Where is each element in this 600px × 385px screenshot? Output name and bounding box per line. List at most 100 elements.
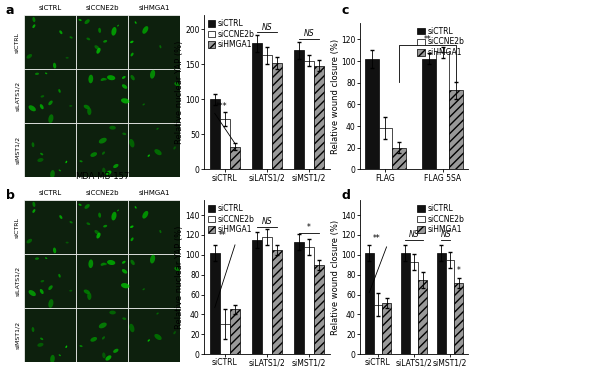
Text: siLATS1/2: siLATS1/2 [15, 81, 20, 111]
Text: d: d [342, 189, 351, 202]
Ellipse shape [79, 204, 82, 206]
Ellipse shape [32, 17, 35, 22]
Text: siMST1/2: siMST1/2 [15, 321, 20, 349]
Bar [422, 59, 436, 169]
Ellipse shape [102, 167, 106, 174]
Bar [210, 99, 220, 169]
Ellipse shape [70, 221, 73, 223]
Bar [220, 325, 230, 354]
Ellipse shape [65, 161, 67, 163]
Ellipse shape [79, 160, 83, 162]
Ellipse shape [131, 260, 135, 265]
Bar [272, 250, 282, 354]
Ellipse shape [40, 338, 43, 340]
Ellipse shape [109, 311, 116, 315]
Ellipse shape [106, 171, 112, 176]
Ellipse shape [79, 19, 82, 21]
Ellipse shape [117, 209, 119, 211]
Ellipse shape [40, 104, 44, 109]
Bar [76, 123, 128, 177]
Text: b: b [6, 189, 15, 202]
Bar [272, 63, 282, 169]
Ellipse shape [113, 164, 118, 168]
Ellipse shape [130, 226, 134, 228]
Ellipse shape [98, 28, 101, 33]
Bar [24, 15, 76, 69]
Ellipse shape [87, 107, 91, 115]
Text: siCCNE2b: siCCNE2b [85, 190, 119, 196]
Bar [410, 262, 418, 354]
Legend: siCTRL, siCCNE2b, siHMGA1: siCTRL, siCCNE2b, siHMGA1 [418, 204, 464, 234]
Bar [24, 123, 76, 177]
Ellipse shape [45, 257, 47, 259]
Ellipse shape [91, 152, 97, 157]
Text: NS: NS [409, 230, 419, 239]
Ellipse shape [94, 45, 100, 50]
Bar [454, 283, 463, 354]
Text: *: * [307, 223, 311, 232]
Ellipse shape [122, 269, 127, 274]
Ellipse shape [49, 285, 53, 290]
Text: NS: NS [440, 230, 451, 239]
Ellipse shape [107, 75, 115, 80]
Ellipse shape [173, 331, 176, 334]
Ellipse shape [70, 36, 73, 38]
Ellipse shape [98, 213, 101, 218]
Ellipse shape [32, 142, 34, 147]
Bar [304, 61, 314, 169]
Ellipse shape [83, 105, 90, 109]
Bar [128, 123, 180, 177]
Text: NS: NS [304, 30, 314, 38]
Bar [294, 242, 304, 354]
Ellipse shape [65, 242, 68, 243]
Ellipse shape [26, 239, 32, 243]
Ellipse shape [142, 211, 148, 219]
Ellipse shape [109, 126, 116, 130]
Ellipse shape [91, 337, 97, 342]
Bar [262, 55, 272, 169]
Ellipse shape [59, 215, 62, 219]
Ellipse shape [142, 104, 145, 105]
Ellipse shape [101, 78, 105, 81]
Ellipse shape [50, 170, 55, 178]
Bar [252, 44, 262, 169]
Ellipse shape [86, 38, 90, 40]
Ellipse shape [59, 30, 62, 34]
Text: NS: NS [262, 22, 272, 32]
Ellipse shape [160, 45, 161, 48]
Ellipse shape [150, 70, 155, 79]
Ellipse shape [103, 40, 107, 43]
Text: *: * [457, 266, 461, 275]
Text: siCTRL: siCTRL [15, 32, 20, 53]
Ellipse shape [79, 345, 83, 347]
Ellipse shape [32, 327, 34, 332]
Bar [76, 15, 128, 69]
Ellipse shape [87, 292, 91, 300]
Ellipse shape [69, 290, 72, 292]
Bar [365, 253, 374, 354]
Bar [24, 254, 76, 308]
Bar [374, 305, 382, 354]
Ellipse shape [49, 100, 53, 105]
Ellipse shape [58, 89, 61, 93]
Ellipse shape [154, 334, 161, 340]
Ellipse shape [122, 132, 126, 135]
Ellipse shape [58, 274, 61, 278]
Ellipse shape [173, 146, 176, 149]
Ellipse shape [41, 95, 44, 97]
Text: siHMGA1: siHMGA1 [138, 190, 170, 196]
Ellipse shape [86, 223, 90, 225]
Y-axis label: Relative nuclear YAP (%): Relative nuclear YAP (%) [175, 226, 184, 329]
Bar [436, 52, 449, 169]
Ellipse shape [142, 288, 145, 290]
Ellipse shape [134, 206, 137, 209]
Bar [128, 15, 180, 69]
Bar [379, 128, 392, 169]
Ellipse shape [53, 63, 56, 69]
Bar [230, 147, 240, 169]
Bar [437, 253, 446, 354]
Ellipse shape [69, 105, 72, 107]
Ellipse shape [107, 260, 115, 265]
Ellipse shape [131, 75, 135, 80]
Ellipse shape [106, 355, 112, 361]
